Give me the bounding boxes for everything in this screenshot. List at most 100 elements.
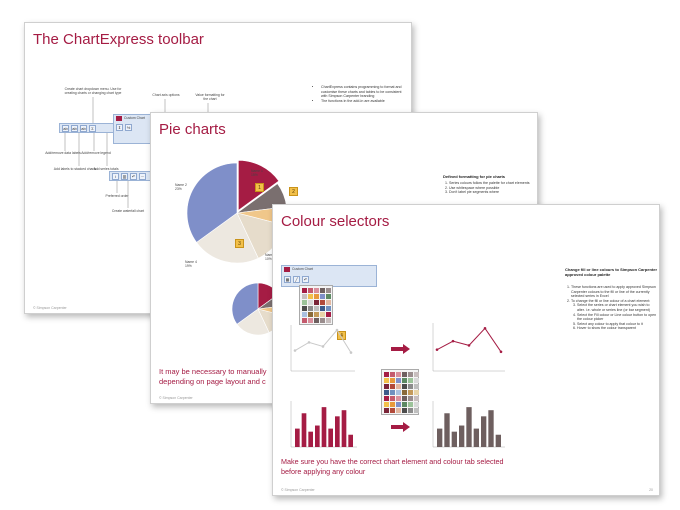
toolbar-strip: ab ab ab Σ (59, 123, 121, 133)
arrow-right-icon (391, 422, 410, 432)
colour-swatch[interactable] (302, 318, 307, 323)
colour-swatch[interactable] (302, 300, 307, 305)
colour-swatch[interactable] (326, 300, 331, 305)
colour-swatch[interactable] (314, 294, 319, 299)
colour-swatch[interactable] (390, 384, 395, 389)
colour-swatch[interactable] (396, 390, 401, 395)
more-button[interactable]: ⋯ (139, 173, 146, 180)
colour-swatch[interactable] (414, 408, 419, 413)
colour-toolbar: Custom Chart ▦ ╱ ↶ (281, 265, 377, 287)
colour-swatch[interactable] (408, 402, 413, 407)
fill-colour-button[interactable]: ▦ (284, 276, 291, 283)
colour-swatch[interactable] (302, 288, 307, 293)
axis-options-button[interactable]: ⇕ (116, 124, 123, 131)
badge-3: 3 (235, 239, 244, 248)
chart-icon (116, 116, 122, 121)
colour-swatch[interactable] (396, 372, 401, 377)
colour-swatch[interactable] (396, 384, 401, 389)
colour-swatch[interactable] (408, 384, 413, 389)
legend-button[interactable]: ab (71, 125, 78, 132)
callout-value-format: Value formatting for the chart (195, 93, 225, 102)
colour-swatch[interactable] (414, 396, 419, 401)
colour-swatch[interactable] (390, 390, 395, 395)
undo-button[interactable]: ↶ (130, 173, 137, 180)
colour-swatch[interactable] (402, 372, 407, 377)
colour-swatch[interactable] (390, 378, 395, 383)
colour-swatch[interactable] (308, 288, 313, 293)
bar-before-bar (301, 413, 307, 447)
callout-legend: Add/remove legend (81, 151, 111, 155)
colour-swatch[interactable] (326, 312, 331, 317)
colour-swatch[interactable] (396, 396, 401, 401)
preferred-order-button[interactable]: ↕ (112, 173, 119, 180)
colour-swatch[interactable] (384, 378, 389, 383)
colour-swatch[interactable] (408, 372, 413, 377)
colour-swatch[interactable] (408, 408, 413, 413)
colour-swatch[interactable] (314, 312, 319, 317)
colour-swatch[interactable] (308, 312, 313, 317)
data-labels-button[interactable]: ab (62, 125, 69, 132)
colour-swatch[interactable] (320, 294, 325, 299)
stacked-labels-button[interactable]: ab (80, 125, 87, 132)
colour-swatch[interactable] (384, 384, 389, 389)
colour-swatch[interactable] (320, 312, 325, 317)
colour-swatch[interactable] (402, 402, 407, 407)
colour-swatch[interactable] (414, 390, 419, 395)
colour-swatch[interactable] (302, 294, 307, 299)
slide2-notes: Series colours follow the palette for ch… (443, 181, 533, 195)
colour-swatch[interactable] (320, 306, 325, 311)
colour-swatch[interactable] (384, 372, 389, 377)
colour-swatch[interactable] (308, 300, 313, 305)
colour-swatch[interactable] (314, 288, 319, 293)
colour-swatch[interactable] (390, 372, 395, 377)
series-totals-button[interactable]: Σ (89, 125, 96, 132)
slide-colour-selectors: Colour selectors Custom Chart ▦ ╱ ↶ 4 Ch… (272, 204, 660, 496)
colour-swatch[interactable] (402, 378, 407, 383)
colour-swatch[interactable] (402, 384, 407, 389)
colour-swatch[interactable] (308, 306, 313, 311)
waterfall-button[interactable]: ▥ (121, 173, 128, 180)
colour-swatch[interactable] (320, 300, 325, 305)
colour-swatch[interactable] (384, 390, 389, 395)
custom-chart-dropdown[interactable]: Custom Chart ⇕ % (113, 114, 157, 144)
line-before-point (335, 328, 339, 332)
colour-swatch[interactable] (396, 408, 401, 413)
colour-swatch[interactable] (414, 384, 419, 389)
note-item: Select any colour to apply that colour t… (577, 322, 657, 327)
colour-swatch[interactable] (402, 396, 407, 401)
colour-swatch[interactable] (384, 408, 389, 413)
colour-swatch[interactable] (308, 318, 313, 323)
colour-swatch[interactable] (326, 318, 331, 323)
colour-swatch[interactable] (390, 402, 395, 407)
colour-swatch[interactable] (414, 402, 419, 407)
colour-swatch[interactable] (308, 294, 313, 299)
colour-swatch[interactable] (326, 288, 331, 293)
colour-swatch[interactable] (390, 408, 395, 413)
format-button[interactable]: % (125, 124, 132, 131)
colour-swatch[interactable] (314, 306, 319, 311)
colour-swatch[interactable] (408, 378, 413, 383)
colour-swatch[interactable] (414, 378, 419, 383)
colour-swatch[interactable] (326, 294, 331, 299)
colour-swatch[interactable] (320, 318, 325, 323)
colour-swatch[interactable] (414, 372, 419, 377)
colour-swatch[interactable] (320, 288, 325, 293)
colour-swatch[interactable] (402, 408, 407, 413)
colour-swatch[interactable] (302, 312, 307, 317)
undo-button[interactable]: ↶ (302, 276, 309, 283)
colour-swatch[interactable] (396, 378, 401, 383)
bar-before-bar (321, 407, 327, 447)
colour-swatch[interactable] (384, 402, 389, 407)
colour-swatch[interactable] (408, 390, 413, 395)
colour-swatch[interactable] (314, 318, 319, 323)
colour-swatch[interactable] (390, 396, 395, 401)
colour-swatch[interactable] (314, 300, 319, 305)
colour-swatch[interactable] (384, 396, 389, 401)
line-colour-button[interactable]: ╱ (293, 276, 300, 283)
slide3-notes: These functions are used to apply approv… (565, 285, 657, 331)
colour-swatch[interactable] (408, 396, 413, 401)
colour-swatch[interactable] (402, 390, 407, 395)
colour-swatch[interactable] (302, 306, 307, 311)
colour-swatch[interactable] (326, 306, 331, 311)
colour-swatch[interactable] (396, 402, 401, 407)
